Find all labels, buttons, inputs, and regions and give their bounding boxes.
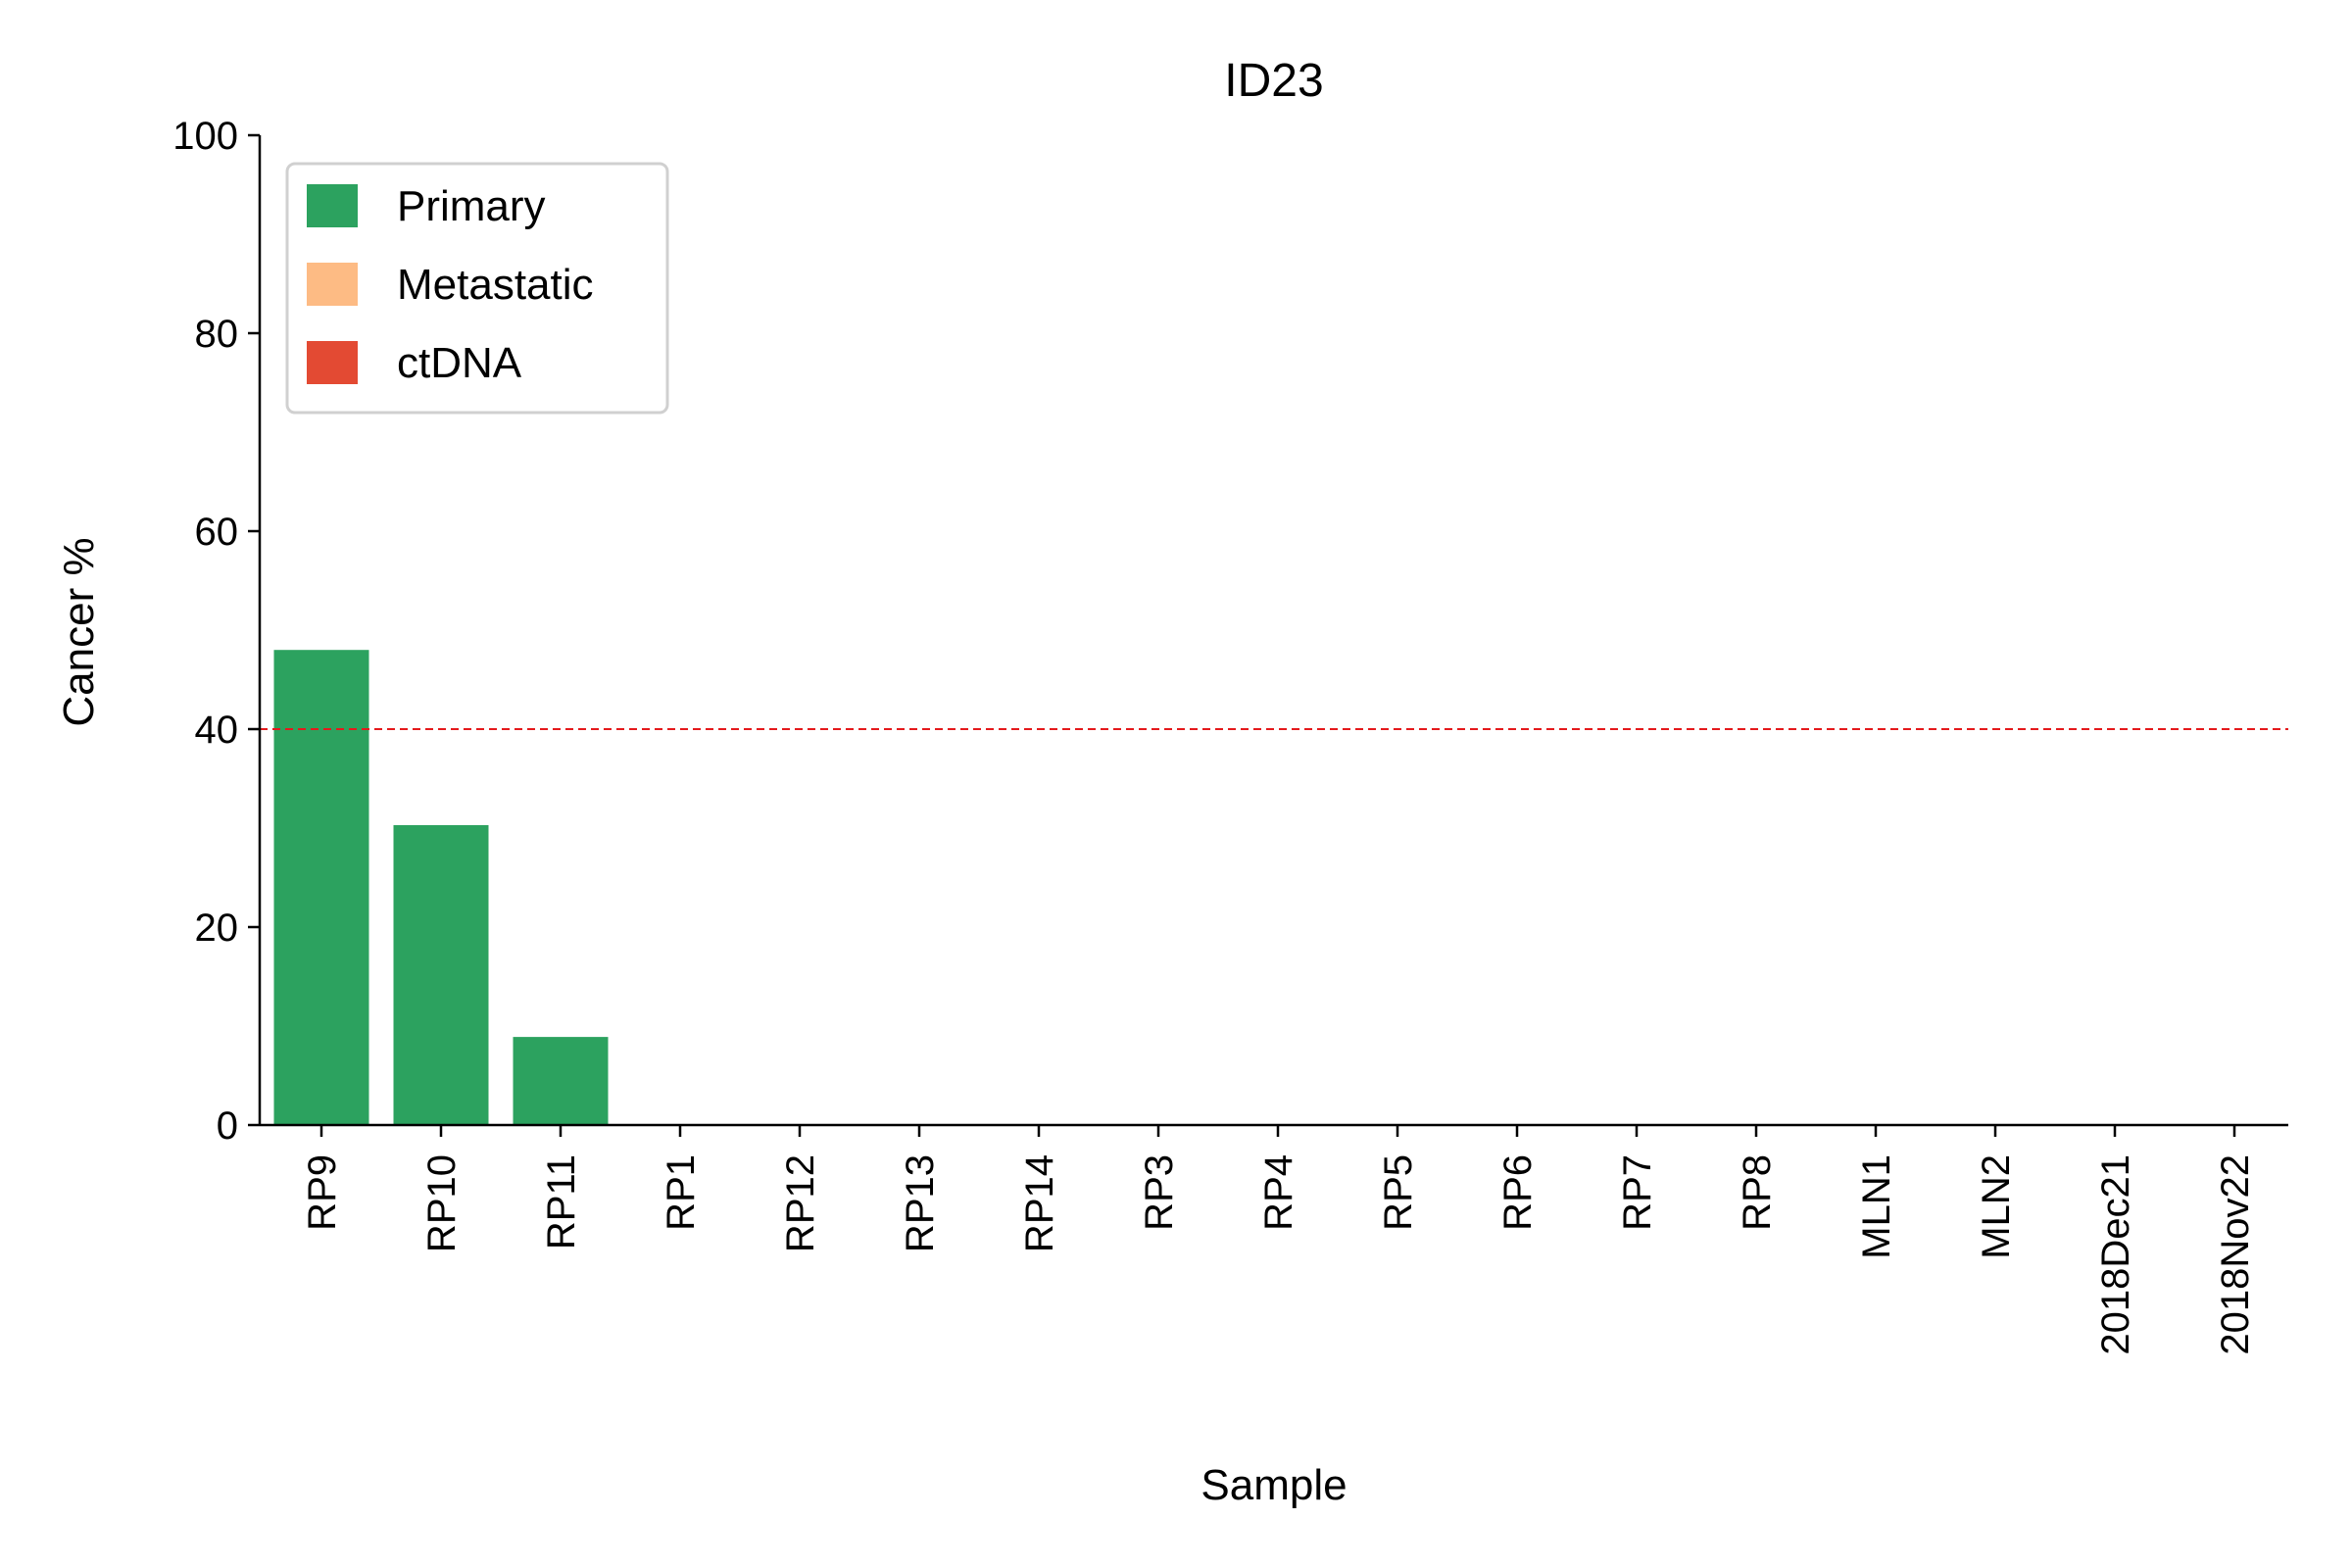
x-tick-label-rp3: RP3 [1138, 1154, 1181, 1231]
legend-label-metastatic: Metastatic [397, 261, 594, 309]
legend-swatch-ctdna [307, 341, 358, 384]
x-tick-label-rp14: RP14 [1018, 1154, 1061, 1252]
x-tick-label-rp6: RP6 [1496, 1154, 1540, 1231]
x-tick-label-rp1: RP1 [660, 1154, 703, 1231]
x-tick-label-2018dec21: 2018Dec21 [2094, 1154, 2137, 1355]
legend-label-ctdna: ctDNA [397, 339, 522, 387]
legend: Primary Metastatic ctDNA [285, 162, 669, 415]
x-tick-label-rp5: RP5 [1377, 1154, 1420, 1231]
x-axis-label: Sample [1200, 1461, 1347, 1509]
x-tick-label-rp8: RP8 [1736, 1154, 1779, 1231]
bar-rp11-primary [513, 1037, 609, 1125]
x-tick-label-rp10: RP10 [420, 1154, 464, 1252]
legend-swatch-metastatic [307, 263, 358, 306]
y-tick-label: 40 [195, 709, 239, 752]
x-tick-label-rp12: RP12 [779, 1154, 822, 1252]
x-tick-label-rp4: RP4 [1257, 1154, 1300, 1231]
x-tick-label-rp11: RP11 [540, 1154, 583, 1250]
chart-title: ID23 [1224, 55, 1323, 107]
y-tick-label: 100 [172, 115, 238, 158]
bar-rp10-primary [393, 824, 489, 1125]
y-axis-label: Cancer % [55, 537, 103, 726]
y-tick-label: 80 [195, 313, 239, 356]
legend-label-primary: Primary [397, 182, 546, 230]
legend-swatch-primary [307, 184, 358, 227]
y-axis: 0 20 40 60 80 100 [172, 115, 262, 1148]
y-tick-label: 60 [195, 511, 239, 554]
x-tick-label-mln2: MLN2 [1975, 1154, 2018, 1259]
x-tick-label-rp13: RP13 [899, 1154, 942, 1252]
bar-rp9-primary [273, 650, 369, 1125]
x-axis: RP9 RP10 RP11 RP1 RP12 RP13 RP14 RP3 RP4 RP5 RP6 RP… [260, 1123, 2288, 1355]
x-tick-label-mln1: MLN1 [1855, 1154, 1898, 1259]
x-tick-label-2018nov22: 2018Nov22 [2214, 1154, 2257, 1355]
legend-box [285, 162, 669, 415]
x-tick-label-rp7: RP7 [1616, 1154, 1659, 1231]
y-tick-label: 20 [195, 906, 239, 950]
bars-group [273, 650, 609, 1125]
y-tick-label: 0 [217, 1104, 238, 1148]
x-tick-label-rp9: RP9 [301, 1154, 344, 1231]
